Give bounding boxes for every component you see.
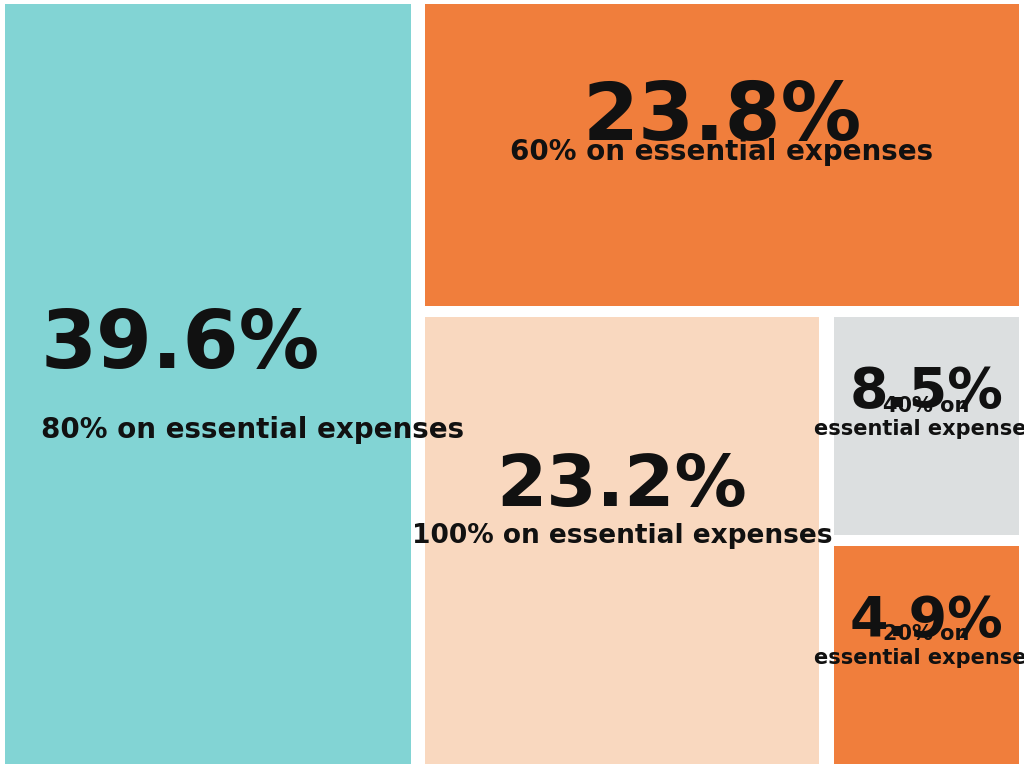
Bar <box>425 317 819 764</box>
Bar <box>834 546 1019 764</box>
Text: 100% on essential expenses: 100% on essential expenses <box>412 523 833 549</box>
Text: 39.6%: 39.6% <box>41 306 321 385</box>
Text: 23.2%: 23.2% <box>497 452 748 521</box>
Bar <box>5 4 411 764</box>
Bar <box>834 317 1019 535</box>
Text: 23.8%: 23.8% <box>583 79 861 157</box>
Text: 20% on
essential expenses: 20% on essential expenses <box>814 624 1024 667</box>
Bar <box>425 4 1019 306</box>
Text: 8.5%: 8.5% <box>849 366 1004 419</box>
Text: 80% on essential expenses: 80% on essential expenses <box>41 416 464 444</box>
Text: 60% on essential expenses: 60% on essential expenses <box>510 138 934 166</box>
Text: 40% on
essential expenses: 40% on essential expenses <box>814 396 1024 439</box>
Text: 4.9%: 4.9% <box>849 594 1004 648</box>
